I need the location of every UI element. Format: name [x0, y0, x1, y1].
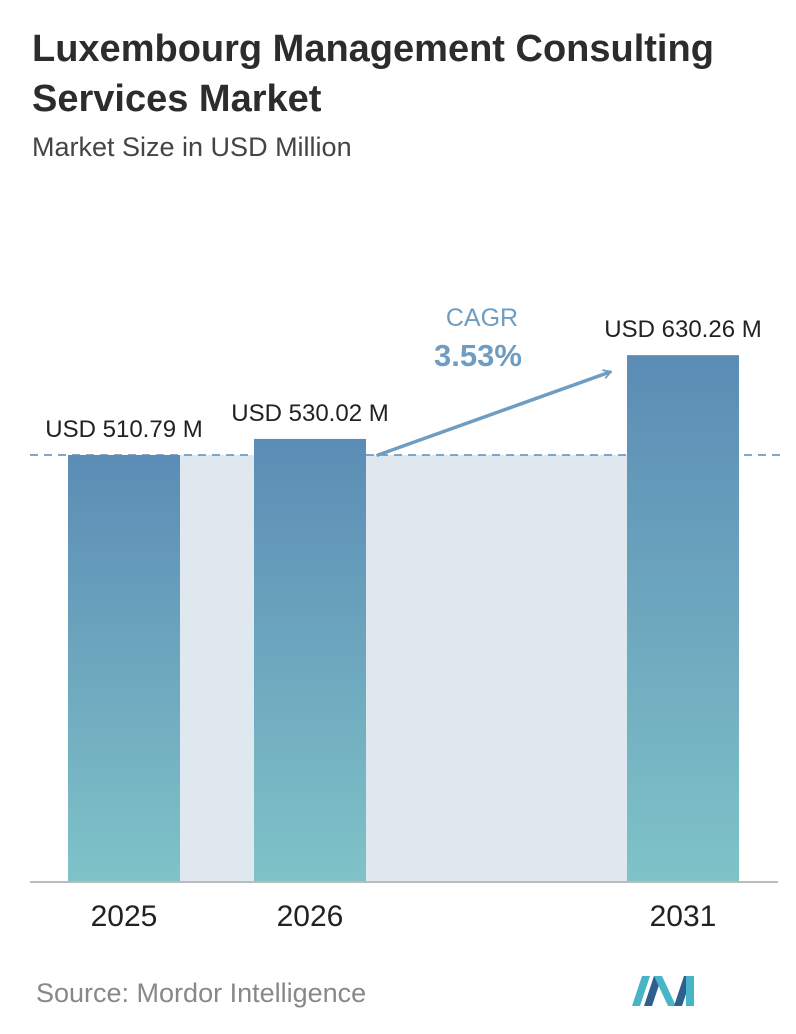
- bar-chart: CAGR 3.53% USD 510.79 M 2025 USD 530.02 M 2…: [30, 304, 780, 933]
- x-tick-label-2026: 2026: [277, 900, 344, 933]
- chart-title: Luxembourg Management Consulting Service…: [32, 28, 714, 120]
- bar-2025: [68, 455, 180, 882]
- bar-2026: [254, 438, 366, 882]
- x-tick-label-2031: 2031: [650, 900, 717, 933]
- value-label-2026: USD 530.02 M: [231, 400, 388, 427]
- value-label-2031: USD 630.26 M: [604, 316, 761, 343]
- mordor-intelligence-logo: [632, 976, 694, 1006]
- cagr-value: 3.53%: [434, 338, 522, 373]
- chart-subtitle: Market Size in USD Million: [32, 132, 352, 162]
- shaded-gap-2: [366, 455, 627, 882]
- x-tick-label-2025: 2025: [91, 900, 158, 933]
- cagr-arrow: [376, 369, 612, 457]
- shaded-gap-1: [180, 455, 254, 882]
- value-label-2025: USD 510.79 M: [45, 416, 202, 443]
- source-credit: Source: Mordor Intelligence: [36, 978, 367, 1008]
- cagr-label: CAGR: [446, 304, 518, 332]
- bar-2031: [627, 355, 739, 882]
